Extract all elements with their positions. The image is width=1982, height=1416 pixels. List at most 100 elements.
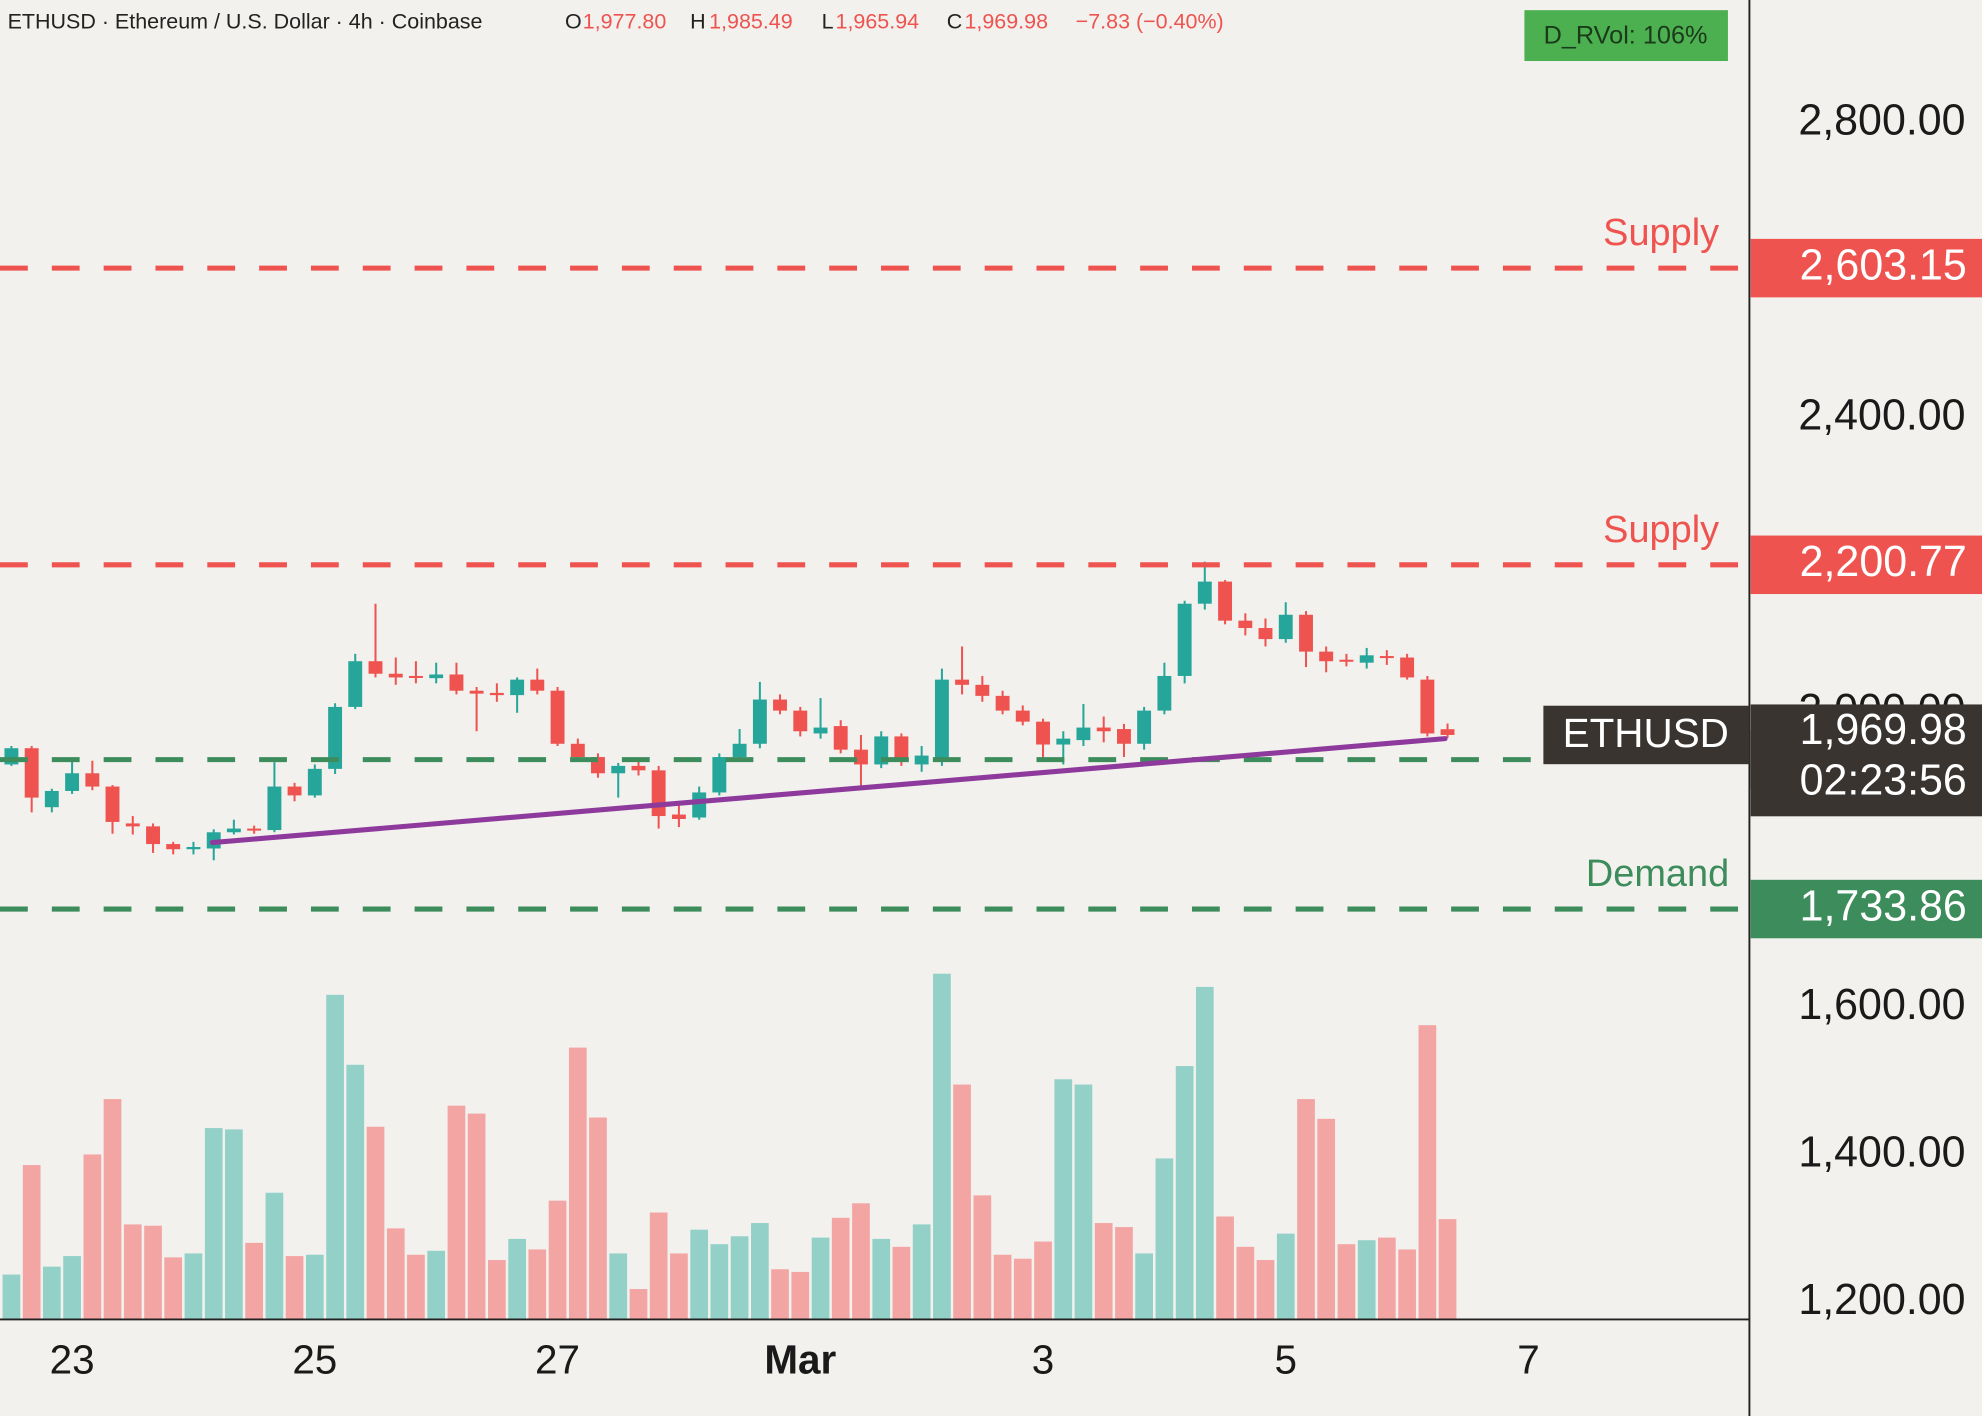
- candle-body: [408, 675, 423, 678]
- axes: 1,200.001,400.001,600.002,000.002,400.00…: [50, 96, 1966, 1382]
- high-label: H: [690, 10, 706, 34]
- volume-bar: [912, 1224, 931, 1320]
- candle-body: [388, 673, 403, 678]
- volume-bar: [1337, 1244, 1356, 1320]
- y-tick-label: 2,800.00: [1798, 96, 1965, 144]
- symbol-box: [1543, 705, 1750, 765]
- volume-bar: [225, 1129, 243, 1320]
- plot-area: Supply Supply Demand: [0, 212, 1749, 1320]
- candle-body: [105, 786, 120, 822]
- volume-bar: [993, 1254, 1012, 1320]
- candle-body: [671, 814, 686, 819]
- volume-bar: [1135, 1253, 1153, 1320]
- candle-body: [1379, 656, 1394, 659]
- last-price-label: 1,969.98: [1800, 706, 1967, 754]
- volume-bar: [1034, 1241, 1052, 1320]
- x-tick-label: Mar: [764, 1336, 836, 1382]
- candle-body: [1137, 710, 1152, 744]
- volume-bar: [629, 1289, 648, 1320]
- volume-bar: [1418, 1025, 1437, 1320]
- candle-body: [914, 755, 929, 765]
- candle-body: [307, 768, 322, 796]
- volume-bar: [1115, 1227, 1133, 1320]
- level-name: Supply: [1603, 212, 1719, 254]
- candle-body: [1339, 659, 1354, 662]
- candle-body: [1440, 729, 1455, 735]
- volume-bar: [791, 1271, 810, 1320]
- candle-body: [631, 765, 646, 771]
- volume-bar: [184, 1253, 203, 1320]
- volume-bar: [528, 1249, 547, 1320]
- symbol-title: ETHUSD · Ethereum / U.S. Dollar · 4h · C…: [8, 10, 483, 34]
- candle-body: [692, 792, 707, 818]
- candle-body: [1117, 729, 1131, 744]
- volume-bar: [285, 1256, 304, 1320]
- volume-bar: [204, 1128, 223, 1320]
- volume-bar: [366, 1126, 385, 1320]
- volume-bar: [1317, 1118, 1336, 1320]
- volume-bar: [144, 1225, 162, 1320]
- candle-body: [469, 690, 484, 694]
- candle-body: [894, 736, 909, 761]
- volume-bar: [1155, 1158, 1174, 1320]
- volume-bar: [973, 1195, 992, 1320]
- candle-body: [24, 748, 39, 798]
- candle-body: [1218, 581, 1233, 621]
- volume-bar: [953, 1084, 971, 1320]
- volume-bar: [346, 1064, 365, 1320]
- candle-body: [611, 765, 626, 774]
- y-tick-label: 1,200.00: [1798, 1276, 1965, 1324]
- y-tick-label: 1,600.00: [1798, 981, 1965, 1029]
- candle-body: [166, 844, 181, 850]
- volume-bar: [123, 1224, 142, 1320]
- candle-body: [550, 690, 565, 744]
- level-price-box: [1750, 238, 1982, 298]
- volume-bar: [609, 1253, 628, 1320]
- volume-bar: [42, 1266, 61, 1320]
- candle-body: [934, 679, 949, 761]
- volume-bar: [831, 1217, 850, 1320]
- trendline: [209, 736, 1448, 846]
- candle-body: [510, 679, 525, 696]
- candle-body: [732, 743, 747, 758]
- volume-bar: [326, 994, 344, 1320]
- volume-bar: [488, 1260, 506, 1320]
- candle-body: [287, 786, 302, 796]
- candle-body: [995, 695, 1010, 711]
- volume-bar: [427, 1250, 446, 1320]
- x-tick-label: 23: [50, 1336, 95, 1382]
- close-value: 1,969.98: [964, 10, 1048, 34]
- volume-bar: [245, 1242, 263, 1320]
- volume-bar: [407, 1254, 425, 1320]
- volume-bar: [1256, 1260, 1275, 1320]
- volume-bar: [447, 1105, 466, 1320]
- volume-bar: [1216, 1216, 1234, 1320]
- volume-bar: [730, 1236, 749, 1320]
- candle-body: [1238, 620, 1253, 629]
- y-tick-label: 2,400.00: [1798, 391, 1965, 439]
- rvol-badge: [1524, 10, 1728, 62]
- volume-bar: [2, 1274, 21, 1320]
- open-value: 1,977.80: [583, 10, 667, 34]
- volume-bar: [548, 1200, 567, 1320]
- x-tick-label: 25: [292, 1336, 337, 1382]
- candle-body: [1096, 727, 1111, 732]
- candle-body: [773, 699, 787, 711]
- volume-bar: [63, 1256, 81, 1320]
- x-tick-label: 7: [1517, 1336, 1539, 1382]
- volume-bar: [22, 1165, 41, 1320]
- candle-body: [712, 757, 727, 793]
- volume-bar: [508, 1238, 526, 1320]
- level-price-box: [1750, 535, 1982, 595]
- header: ETHUSD · Ethereum / U.S. Dollar · 4h · C…: [8, 10, 1728, 62]
- candle-body: [793, 710, 808, 732]
- volume-bar: [1377, 1237, 1396, 1320]
- volume-bar: [1013, 1258, 1032, 1320]
- volume-bar: [771, 1269, 789, 1320]
- candle-body: [226, 828, 241, 833]
- volume-bar: [1195, 986, 1214, 1320]
- candle-body: [1076, 727, 1091, 741]
- volume-bar: [589, 1117, 607, 1320]
- candle-body: [44, 790, 59, 808]
